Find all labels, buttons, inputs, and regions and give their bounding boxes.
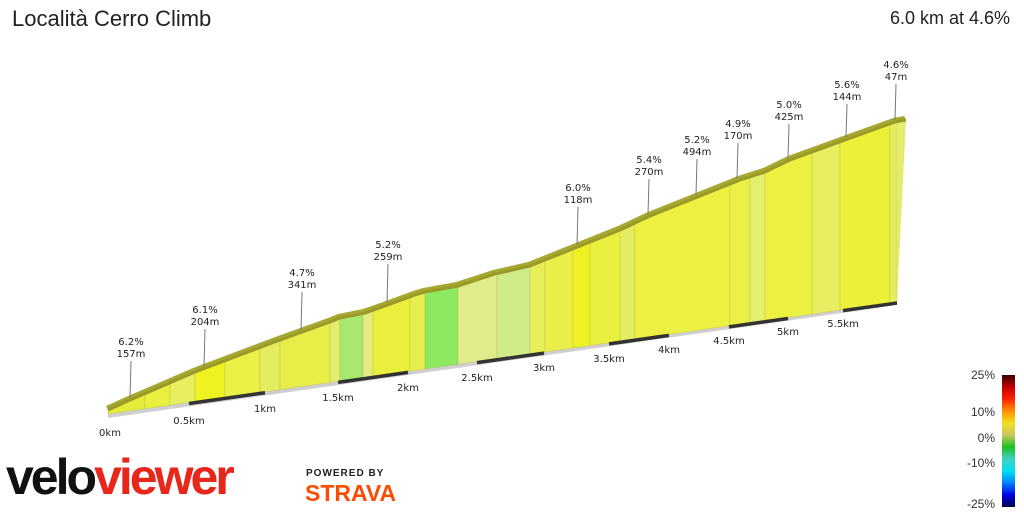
annotation-leader [203, 328, 206, 367]
distance-tick-label: 2km [397, 383, 419, 394]
segment-length-label: 341m [288, 280, 317, 291]
distance-tick-label: 1.5km [322, 393, 353, 404]
gradient-strip [362, 309, 374, 379]
distance-bar [337, 370, 409, 385]
distance-tick-label: 1km [254, 404, 276, 415]
segment-gradient-label: 5.6% [834, 80, 859, 91]
annotation-leader [787, 123, 790, 159]
gradient-strip [339, 312, 364, 382]
strava-logo: STRAVA [305, 480, 397, 506]
distance-bar [476, 351, 545, 365]
segment-length-label: 259m [374, 252, 403, 263]
gradient-strip [764, 151, 813, 322]
distance-tick-label: 0km [99, 428, 121, 439]
profile-top-edge [106, 116, 906, 410]
legend-tick-label: -25% [967, 497, 995, 511]
gradient-strip [572, 241, 591, 349]
annotation-leader [386, 263, 389, 303]
segment-length-label: 425m [775, 112, 804, 123]
annotation-leader [300, 291, 303, 331]
annotation-leader [845, 103, 848, 138]
legend-tick-label: 0% [978, 431, 996, 445]
segment-length-label: 270m [635, 167, 664, 178]
distance-bar [728, 316, 789, 329]
gradient-strip [544, 248, 574, 353]
distance-tick-label: 3km [533, 363, 555, 374]
climb-summary: 6.0 km at 4.6% [889, 8, 1010, 28]
legend-tick-label: -10% [967, 456, 995, 470]
distance-bar [188, 390, 266, 406]
distance-bar [842, 301, 898, 313]
distance-tick-label: 0.5km [173, 416, 204, 427]
distance-tick-label: 5.5km [827, 319, 858, 330]
segment-gradient-label: 5.2% [375, 240, 400, 251]
segment-length-label: 494m [683, 147, 712, 158]
gradient-strip [889, 121, 898, 304]
segment-length-label: 118m [564, 195, 593, 206]
segment-gradient-label: 5.4% [636, 155, 661, 166]
segment-gradient-label: 6.1% [192, 305, 217, 316]
gradient-strip [496, 265, 531, 360]
gradient-strip [619, 222, 636, 342]
annotation-leader [129, 360, 132, 398]
segment-gradient-label: 5.0% [776, 100, 801, 111]
annotation-leader [736, 142, 739, 179]
annotation-leader [576, 206, 579, 245]
segment-length-label: 204m [191, 317, 220, 328]
gradient-strip [329, 317, 341, 383]
segment-gradient-label: 5.2% [684, 135, 709, 146]
gradient-legend-bar [1002, 375, 1015, 507]
annotation-leader [695, 158, 698, 196]
gradient-strip [409, 291, 426, 372]
gradient-strip [729, 176, 751, 327]
legend-tick-label: 25% [971, 368, 995, 382]
distance-tick-label: 3.5km [593, 354, 624, 365]
segment-length-label: 144m [833, 92, 862, 103]
distance-tick-label: 2.5km [461, 373, 492, 384]
legend-tick-label: 10% [971, 405, 995, 419]
gradient-strip [811, 141, 841, 315]
annotation-leader [894, 83, 897, 120]
segment-gradient-label: 4.9% [725, 119, 750, 130]
gradient-strip [457, 273, 498, 365]
gradient-strip [749, 171, 766, 324]
profile-line [107, 118, 907, 412]
gradient-strip [634, 183, 731, 340]
segment-gradient-label: 6.2% [118, 337, 143, 348]
gradient-strip [529, 259, 546, 355]
distance-bar [608, 333, 670, 346]
segment-gradient-label: 6.0% [565, 183, 590, 194]
gradient-strip [839, 123, 891, 311]
veloviewer-logo: veloviewer [6, 449, 235, 505]
powered-by-label: POWERED BY [306, 468, 385, 479]
climb-title: Località Cerro Climb [12, 6, 212, 31]
segment-length-label: 170m [724, 131, 753, 142]
profile-end-face [897, 120, 906, 302]
segment-length-label: 157m [117, 349, 146, 360]
distance-tick-label: 5km [777, 327, 799, 338]
segment-gradient-label: 4.7% [289, 268, 314, 279]
gradient-strip [589, 229, 621, 346]
distance-tick-label: 4km [658, 345, 680, 356]
segment-length-label: 47m [885, 72, 907, 83]
gradient-strip [424, 285, 459, 370]
annotation-leader [647, 178, 650, 215]
distance-tick-label: 4.5km [713, 336, 744, 347]
segment-gradient-label: 4.6% [883, 60, 908, 71]
